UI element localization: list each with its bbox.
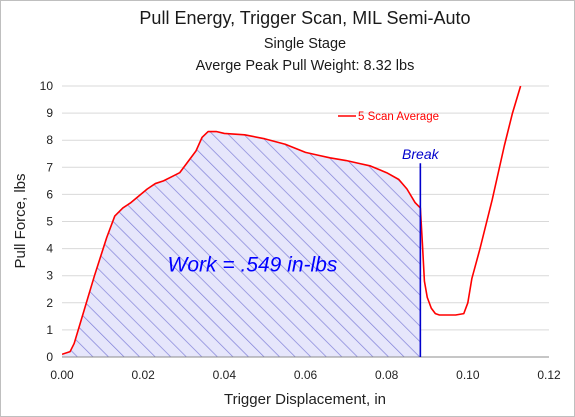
y-tick-label: 0 xyxy=(46,350,53,364)
y-axis-label: Pull Force, lbs xyxy=(12,173,29,268)
y-tick-label: 6 xyxy=(46,187,53,201)
legend: 5 Scan Average xyxy=(338,111,439,123)
chart-title: Pull Energy, Trigger Scan, MIL Semi-Auto xyxy=(139,8,470,28)
y-tick-label: 8 xyxy=(46,133,53,147)
y-tick-label: 10 xyxy=(40,79,54,93)
chart-subtitle: Single Stage xyxy=(264,36,346,52)
y-tick-label: 7 xyxy=(46,160,53,174)
x-tick-label: 0.00 xyxy=(50,368,74,382)
series-layer xyxy=(62,86,522,356)
work-annotation: Work = .549 in-lbs xyxy=(168,254,338,277)
y-tick-label: 4 xyxy=(46,242,53,256)
x-tick-label: 0.10 xyxy=(456,368,480,382)
y-tick-label: 1 xyxy=(46,323,53,337)
x-axis-label: Trigger Displacement, in xyxy=(224,391,386,408)
chart-subtitle-peak: Averge Peak Pull Weight: 8.32 lbs xyxy=(196,58,415,74)
x-tick-label: 0.04 xyxy=(213,368,237,382)
x-tick-label: 0.12 xyxy=(537,368,561,382)
y-tick-label: 2 xyxy=(46,296,53,310)
x-tick-label: 0.06 xyxy=(294,368,318,382)
work-area xyxy=(62,131,421,357)
work-area-fill xyxy=(62,131,421,357)
x-tick-label: 0.02 xyxy=(131,368,155,382)
break-label: Break xyxy=(402,146,440,162)
y-tick-labels: 0 1 2 3 4 5 6 7 8 9 10 xyxy=(40,79,54,364)
legend-label: 5 Scan Average xyxy=(358,111,439,123)
x-tick-labels: 0.00 0.02 0.04 0.06 0.08 0.10 0.12 xyxy=(50,368,561,382)
y-tick-label: 5 xyxy=(46,215,53,229)
y-tick-label: 3 xyxy=(46,269,53,283)
x-tick-label: 0.08 xyxy=(375,368,399,382)
y-tick-label: 9 xyxy=(46,106,53,120)
series-line-5-scan-average xyxy=(62,86,522,356)
